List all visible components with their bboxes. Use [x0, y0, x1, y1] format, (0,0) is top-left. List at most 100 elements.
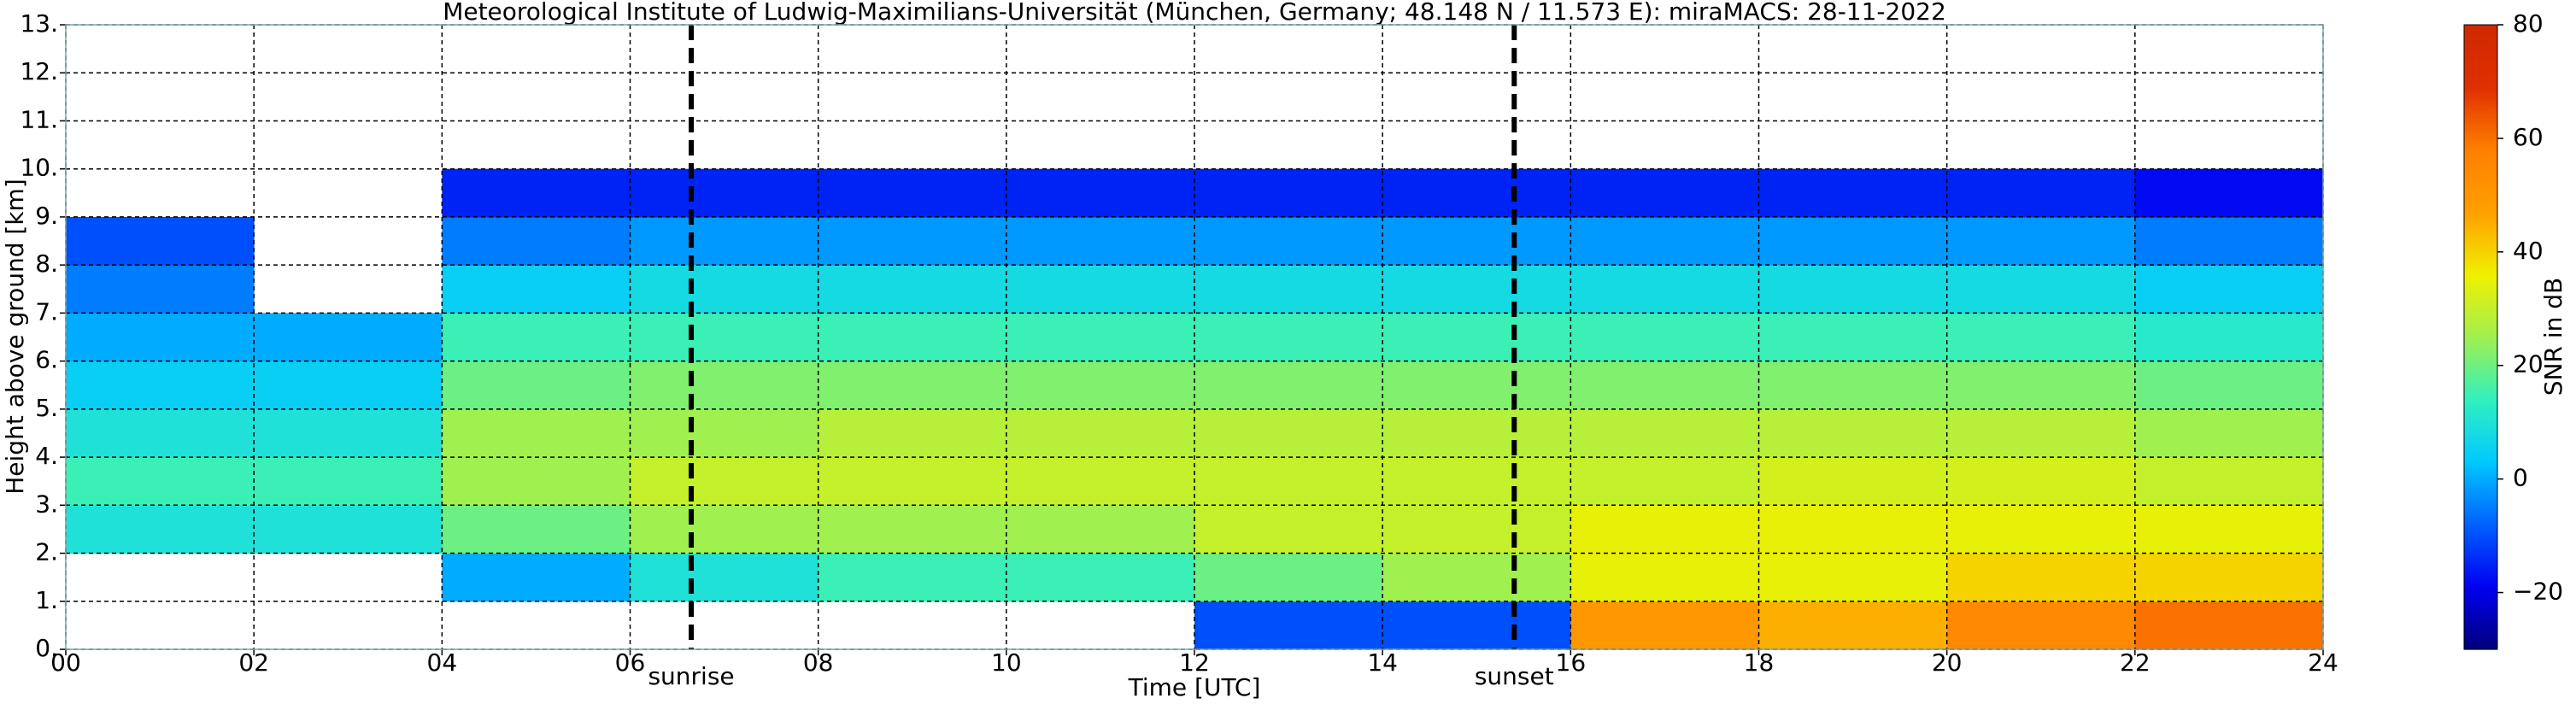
colorbar — [2464, 277, 2497, 281]
colorbar — [2464, 32, 2497, 37]
heatmap-cell — [1946, 168, 2136, 218]
colorbar — [2464, 584, 2497, 588]
heatmap-cell — [2134, 313, 2324, 362]
heatmap-cell — [66, 408, 255, 458]
colorbar — [2464, 478, 2497, 483]
colorbar — [2464, 532, 2497, 537]
colorbar — [2464, 439, 2497, 443]
colorbar-tick-label: −20 — [2513, 578, 2563, 606]
colorbar — [2464, 308, 2497, 313]
colorbar — [2464, 560, 2497, 565]
colorbar — [2464, 641, 2497, 644]
annotation-label: sunset — [1475, 662, 1554, 690]
colorbar — [2464, 274, 2497, 279]
heatmap-cell — [1758, 361, 1948, 410]
x-tick-label: 10 — [991, 648, 1022, 677]
colorbar-tick-label: 40 — [2513, 237, 2544, 265]
colorbar — [2464, 25, 2497, 28]
colorbar — [2464, 203, 2497, 208]
colorbar — [2464, 626, 2497, 631]
colorbar — [2464, 487, 2497, 491]
colorbar — [2464, 354, 2497, 358]
colorbar — [2464, 402, 2497, 406]
colorbar — [2464, 646, 2497, 650]
colorbar — [2464, 427, 2497, 431]
heatmap-cell — [1758, 313, 1948, 362]
colorbar — [2464, 291, 2497, 296]
colorbar — [2464, 132, 2497, 137]
colorbar — [2464, 334, 2497, 338]
colorbar — [2464, 481, 2497, 485]
colorbar — [2464, 592, 2497, 596]
colorbar — [2464, 58, 2497, 62]
heatmap-cell — [818, 505, 1007, 554]
colorbar — [2464, 232, 2497, 236]
colorbar — [2464, 263, 2497, 267]
colorbar — [2464, 465, 2497, 468]
heatmap-cell — [1006, 168, 1195, 218]
heatmap-cell — [1758, 457, 1948, 506]
colorbar — [2464, 496, 2497, 500]
x-tick-label: 06 — [615, 648, 646, 677]
colorbar — [2464, 243, 2497, 247]
colorbar — [2464, 343, 2497, 347]
colorbar — [2464, 296, 2497, 301]
colorbar — [2464, 285, 2497, 290]
heatmap-cell — [1382, 313, 1571, 362]
colorbar — [2464, 490, 2497, 494]
colorbar — [2464, 234, 2497, 238]
heatmap-cell — [2134, 457, 2324, 506]
heatmap-cell — [442, 408, 631, 458]
heatmap-cell — [1570, 457, 1759, 506]
heatmap-cell — [1946, 216, 2136, 266]
colorbar — [2464, 555, 2497, 560]
x-tick-label: 02 — [238, 648, 269, 677]
y-tick-label: 6. — [35, 346, 58, 374]
colorbar — [2464, 373, 2497, 378]
heatmap-cell — [442, 361, 631, 410]
colorbar — [2464, 422, 2497, 426]
colorbar — [2464, 390, 2497, 395]
colorbar — [2464, 331, 2497, 335]
heatmap-cell — [1946, 408, 2136, 458]
colorbar — [2464, 251, 2497, 255]
colorbar — [2464, 229, 2497, 233]
colorbar — [2464, 643, 2497, 648]
colorbar — [2464, 90, 2497, 94]
colorbar — [2464, 360, 2497, 364]
colorbar — [2464, 337, 2497, 341]
colorbar — [2464, 81, 2497, 85]
colorbar — [2464, 586, 2497, 590]
colorbar — [2464, 629, 2497, 633]
colorbar — [2464, 109, 2497, 114]
colorbar — [2464, 101, 2497, 105]
colorbar — [2464, 351, 2497, 355]
heatmap-cell — [1382, 553, 1571, 602]
y-tick-label: 10. — [20, 154, 58, 182]
colorbar — [2464, 283, 2497, 287]
colorbar — [2464, 64, 2497, 68]
colorbar-tick-label: 20 — [2513, 350, 2544, 378]
colorbar — [2464, 431, 2497, 435]
colorbar — [2464, 186, 2497, 191]
colorbar — [2464, 396, 2497, 401]
heatmap-cell — [630, 216, 819, 266]
colorbar — [2464, 300, 2497, 304]
colorbar — [2464, 382, 2497, 386]
colorbar — [2464, 36, 2497, 40]
colorbar — [2464, 595, 2497, 599]
heatmap-cell — [1382, 601, 1571, 650]
y-tick-label: 3. — [35, 490, 58, 518]
colorbar — [2464, 129, 2497, 133]
colorbar — [2464, 498, 2497, 502]
colorbar — [2464, 184, 2497, 187]
heatmap-cell — [1758, 265, 1948, 314]
heatmap-cell — [1758, 168, 1948, 218]
heatmap-cell — [1194, 408, 1383, 458]
colorbar — [2464, 444, 2497, 449]
colorbar — [2464, 212, 2497, 216]
colorbar — [2464, 442, 2497, 446]
heatmap-cell — [1194, 216, 1383, 266]
colorbar — [2464, 399, 2497, 403]
colorbar — [2464, 255, 2497, 259]
